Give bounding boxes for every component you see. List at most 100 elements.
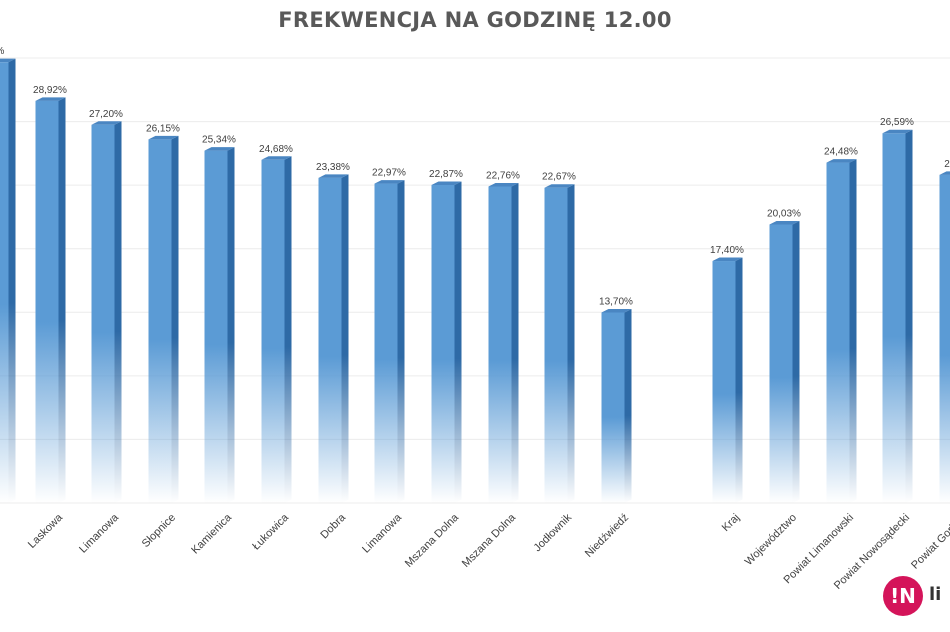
- brand-logo: !N li: [883, 572, 950, 622]
- bar-side: [284, 156, 292, 503]
- category-label: Mszana Dolna: [460, 511, 519, 570]
- data-label: 23,6: [944, 159, 950, 170]
- bar-top: [35, 97, 66, 101]
- bar: [939, 171, 950, 503]
- category-label: Dobra: [318, 511, 348, 541]
- data-label: 17,40%: [710, 245, 744, 256]
- bar-side: [454, 181, 462, 504]
- bar-top: [826, 159, 857, 163]
- bar-top: [712, 257, 743, 262]
- bar: [0, 58, 16, 503]
- data-label: 24,68%: [259, 144, 293, 155]
- bar-side: [114, 121, 122, 503]
- logo-text: li: [929, 584, 942, 605]
- bar-front: [35, 100, 59, 504]
- data-label: 22,76%: [486, 170, 520, 181]
- bar-front: [318, 177, 342, 503]
- gridlines: [0, 57, 950, 504]
- value-labels: % 28,92% 27,20% 26,15% 25,34% 24,68% 23,38% 22,…: [0, 46, 950, 307]
- bar-front: [204, 150, 228, 503]
- bar-front: [91, 124, 115, 503]
- category-label: Kamienica: [189, 511, 234, 556]
- bar: [261, 156, 292, 503]
- bar-top: [261, 156, 292, 160]
- data-label: 23,38%: [316, 162, 350, 173]
- bar: [488, 182, 519, 503]
- bar-side: [8, 58, 16, 503]
- data-label: 27,20%: [89, 109, 123, 120]
- bar-front: [431, 184, 455, 504]
- bar-side: [58, 97, 66, 504]
- category-label: Laskowa: [26, 511, 66, 551]
- bar-side: [624, 308, 632, 503]
- bar: [431, 181, 462, 504]
- data-label: 13,70%: [599, 296, 633, 307]
- bar: [769, 220, 800, 503]
- category-label: Niedźwiedź: [583, 512, 631, 560]
- bar-side: [511, 182, 519, 503]
- category-labels: Laskowa Limanowa Słopnice Kamienica Łukowica…: [26, 511, 950, 592]
- bar-top: [488, 182, 519, 187]
- bar-top: [318, 174, 349, 178]
- category-label: Limanowa: [77, 511, 122, 556]
- data-label: 26,15%: [146, 123, 180, 134]
- bar-side: [171, 135, 179, 503]
- data-label: 25,34%: [202, 135, 236, 146]
- data-label: %: [0, 46, 5, 57]
- data-label: 22,67%: [542, 172, 576, 183]
- bar-front: [712, 261, 736, 503]
- bar-side: [397, 180, 405, 504]
- bar-top: [882, 129, 913, 134]
- bar-side: [792, 220, 800, 503]
- bar-side: [567, 184, 575, 504]
- bars: [0, 58, 950, 504]
- bar-top: [204, 147, 235, 151]
- bar: [374, 180, 405, 504]
- bar-front: [148, 139, 172, 503]
- bar: [544, 184, 575, 504]
- bar: [826, 159, 857, 503]
- bar-top: [601, 308, 632, 313]
- bar-side: [341, 174, 349, 503]
- category-label: Łukowica: [250, 511, 292, 553]
- bar-front: [261, 159, 285, 503]
- bar-front: [0, 62, 9, 503]
- logo-mark: !N: [883, 576, 923, 616]
- bar: [601, 308, 632, 503]
- data-label: 28,92%: [33, 85, 67, 96]
- bar: [91, 121, 122, 503]
- bar-front: [939, 174, 950, 503]
- bar-top: [544, 184, 575, 188]
- bar: [318, 174, 349, 503]
- category-label: Limanowa: [360, 511, 405, 556]
- bar-side: [735, 257, 743, 503]
- data-label: 20,03%: [767, 208, 801, 219]
- bar-front: [544, 187, 568, 504]
- data-label: 26,59%: [880, 117, 914, 128]
- bar-front: [882, 133, 906, 503]
- bar: [35, 97, 66, 504]
- bar-front: [769, 224, 793, 503]
- bar-top: [939, 171, 950, 175]
- bar: [204, 147, 235, 503]
- bar-top: [374, 180, 405, 184]
- data-label: 22,97%: [372, 168, 406, 179]
- bar: [712, 257, 743, 503]
- category-label: Słopnice: [140, 512, 178, 550]
- bar: [882, 129, 913, 503]
- bar-front: [488, 186, 512, 503]
- chart-title: FREKWENCJA NA GODZINĘ 12.00: [278, 8, 672, 32]
- bar: [148, 135, 179, 503]
- category-label: Jodłownik: [531, 511, 574, 554]
- category-label: Powiat Gorlicki: [909, 512, 950, 572]
- bar-top: [769, 220, 800, 225]
- category-label: Mszana Dolna: [403, 511, 462, 570]
- bar-side: [227, 147, 235, 503]
- data-label: 24,48%: [824, 147, 858, 158]
- bar-side: [849, 159, 857, 503]
- bar-front: [374, 183, 398, 504]
- category-label: Województwo: [743, 512, 799, 568]
- bar-top: [148, 135, 179, 140]
- bar-side: [905, 129, 913, 503]
